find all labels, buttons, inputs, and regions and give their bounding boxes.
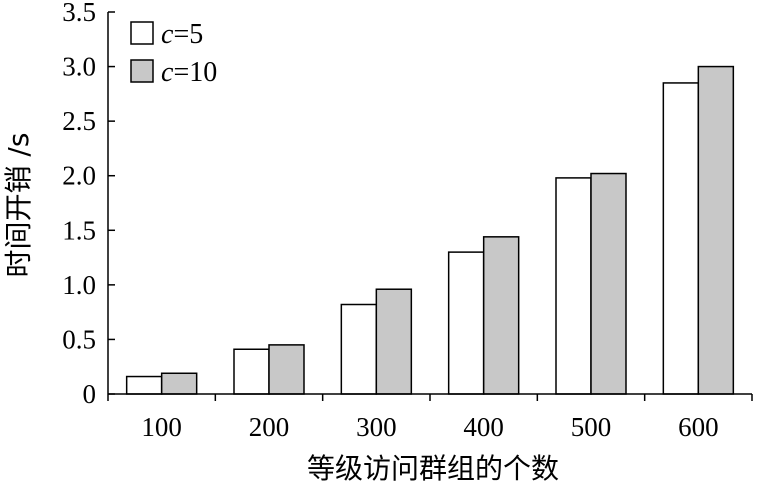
bar-c10-500 xyxy=(590,172,627,395)
tick-labels-layer: 0 0.5 1.0 1.5 2.0 2.5 3.0 3.5 100 200 300 400 500 600 xyxy=(62,0,718,442)
y-tick-label: 0.5 xyxy=(62,324,96,354)
legend-swatch-c5 xyxy=(130,21,154,45)
x-tick-label: 300 xyxy=(356,412,397,442)
bar-c10-300 xyxy=(375,288,413,395)
legend-label-c5: c=5 xyxy=(161,19,203,50)
y-tick-label: 2.0 xyxy=(62,161,96,191)
bar-c5-600 xyxy=(662,82,700,395)
y-tick-label: 1.0 xyxy=(62,270,96,300)
x-axis-title: 等级访问群组的个数 xyxy=(307,452,559,485)
y-tick-label: 3.5 xyxy=(62,0,96,27)
y-tick-label: 2.5 xyxy=(62,106,96,136)
bar-c5-400 xyxy=(447,251,485,395)
y-axis-title: 时间开销 /s xyxy=(2,133,35,278)
bar-c10-200 xyxy=(268,344,305,395)
bar-c10-100 xyxy=(160,372,198,395)
bar-c5-500 xyxy=(555,177,592,395)
y-tick-label: 3.0 xyxy=(62,52,96,82)
legend-label-c10: c=10 xyxy=(161,57,217,88)
y-tick-label: 0 xyxy=(83,379,97,409)
x-tick-label: 500 xyxy=(571,412,612,442)
y-tick-label: 1.5 xyxy=(62,215,96,245)
bar-c5-300 xyxy=(340,303,378,395)
legend: c=5 c=10 xyxy=(130,19,217,88)
x-tick-label: 200 xyxy=(249,412,290,442)
x-tick-label: 100 xyxy=(141,412,182,442)
bars-layer xyxy=(125,65,735,395)
axes-layer xyxy=(107,11,753,401)
bar-c5-100 xyxy=(125,375,163,395)
legend-swatch-c10 xyxy=(130,59,154,83)
bar-c10-600 xyxy=(697,65,735,395)
bar-c10-400 xyxy=(482,236,520,395)
x-tick-label: 400 xyxy=(463,412,504,442)
x-tick-label: 600 xyxy=(678,412,719,442)
bar-c5-200 xyxy=(233,348,270,395)
